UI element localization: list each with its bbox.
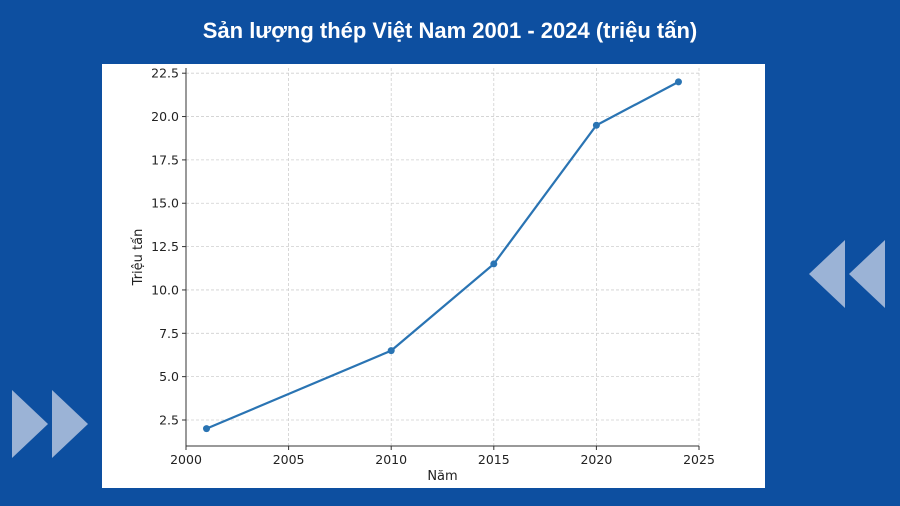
y-tick-label: 10.0 (151, 282, 179, 297)
y-tick-label: 12.5 (151, 239, 179, 254)
grid-lines (185, 68, 700, 446)
data-point (490, 260, 498, 268)
x-tick-label: 2005 (273, 452, 305, 467)
data-point (203, 425, 211, 433)
y-tick-label: 7.5 (159, 326, 179, 341)
double-chevron-right-icon (12, 390, 88, 458)
y-tick-label: 2.5 (159, 412, 179, 427)
x-tick-label: 2020 (580, 452, 612, 467)
x-tick-label: 2015 (478, 452, 510, 467)
line-chart: 2.5 5.0 7.5 10.0 12.5 15.0 17.5 20.0 22.5 2000 200… (131, 66, 715, 484)
page-title: Sản lượng thép Việt Nam 2001 - 2024 (tri… (202, 18, 698, 43)
double-chevron-left-icon (809, 240, 885, 308)
chart-panel: 2.5 5.0 7.5 10.0 12.5 15.0 17.5 20.0 22.5 2000 200… (102, 64, 765, 488)
x-tick-label: 2010 (375, 452, 407, 467)
y-axis-label: Triệu tấn (131, 229, 146, 287)
y-tick-label: 15.0 (151, 196, 179, 211)
axes (182, 68, 700, 450)
y-tick-label: 20.0 (151, 109, 179, 124)
y-tick-label: 5.0 (159, 369, 179, 384)
x-tick-label: 2000 (170, 452, 202, 467)
data-point (674, 78, 682, 86)
tick-labels: 2.5 5.0 7.5 10.0 12.5 15.0 17.5 20.0 22.5 2000 200… (151, 66, 715, 467)
series-group (203, 78, 682, 433)
data-point (387, 347, 395, 355)
y-tick-label: 22.5 (151, 66, 179, 81)
data-point (592, 121, 600, 129)
y-tick-label: 17.5 (151, 152, 179, 167)
x-axis-label: Năm (427, 469, 457, 484)
x-tick-label: 2025 (683, 452, 715, 467)
